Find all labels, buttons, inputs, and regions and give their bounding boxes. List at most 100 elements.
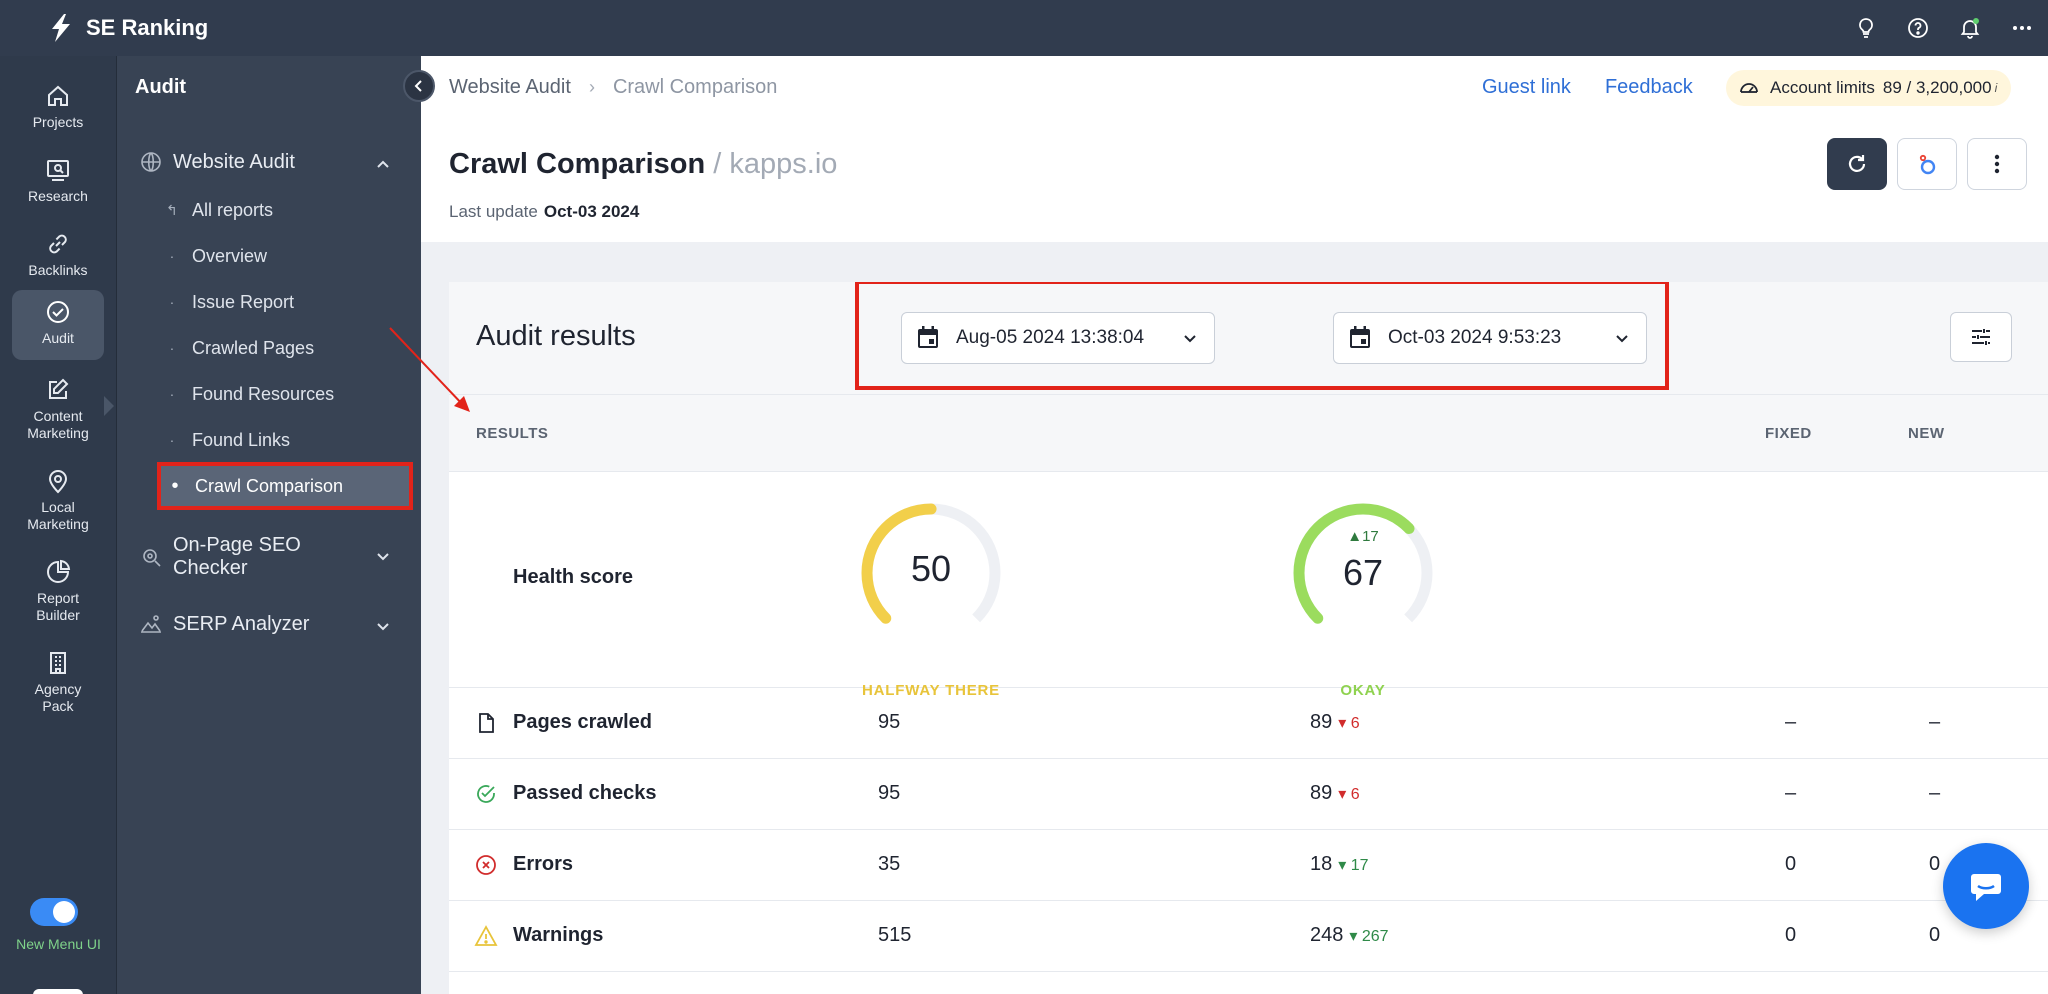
chevron-up-icon[interactable]	[375, 156, 391, 172]
card-header: Audit results Aug-05 2024 13:38:04 Oct-0…	[449, 282, 2048, 394]
bullet: ·	[169, 432, 175, 448]
row-value-right: 89	[1310, 782, 1333, 804]
chevron-down-icon	[1184, 335, 1196, 343]
row-label: Passed checks	[513, 782, 657, 804]
integration-button[interactable]	[1897, 138, 1957, 190]
new-menu-ui-toggle[interactable]	[30, 898, 78, 926]
info-icon: i	[1994, 81, 1998, 95]
help-icon[interactable]	[1892, 0, 1944, 56]
row-fixed: –	[1785, 711, 1797, 733]
bullet: ·	[169, 294, 175, 310]
chevron-left-icon	[414, 80, 422, 92]
guest-link[interactable]: Guest link	[1482, 76, 1571, 98]
subnav-item-crawled-pages[interactable]: · Crawled Pages	[158, 328, 416, 368]
rail-item-projects[interactable]: Projects	[12, 74, 104, 131]
col-new[interactable]: NEW	[1908, 425, 1945, 442]
rail-label: Local Marketing	[27, 499, 89, 532]
app-name: SE Ranking	[86, 15, 209, 40]
file-icon	[479, 713, 494, 733]
table-row-pages-crawled[interactable]: Pages crawled 95 89 ▾ 6 – –	[449, 688, 2048, 759]
row-value-right: 18	[1310, 853, 1333, 875]
rail-item-content-marketing[interactable]: Content Marketing	[12, 368, 104, 442]
rail-label: Backlinks	[28, 262, 88, 278]
chevron-down-icon[interactable]	[375, 548, 391, 564]
rail-item-backlinks[interactable]: Backlinks	[12, 222, 104, 279]
subnav-item-label: Issue Report	[192, 291, 295, 312]
toggle-knob	[53, 901, 75, 923]
rail-item-local-marketing[interactable]: Local Marketing	[12, 459, 104, 533]
filter-settings-button[interactable]	[1950, 312, 2012, 362]
bullet: •	[171, 474, 179, 497]
subnav-item-found-links[interactable]: · Found Links	[158, 420, 416, 460]
row-fixed: 0	[1785, 924, 1797, 946]
feedback-link[interactable]: Feedback	[1604, 76, 1693, 98]
active-pointer	[104, 396, 114, 416]
date-picker-right[interactable]: Oct-03 2024 9:53:23	[1333, 312, 1647, 364]
row-value-left: 95	[878, 782, 901, 804]
subnav-item-crawl-comparison[interactable]: • Crawl Comparison	[157, 462, 413, 510]
gauge-value-right: 67	[1342, 552, 1384, 593]
return-icon: ↰	[166, 201, 178, 218]
notifications-bell-icon[interactable]	[1944, 0, 1996, 56]
lightbulb-icon[interactable]	[1840, 0, 1892, 56]
chevron-down-icon[interactable]	[375, 618, 391, 634]
subnav-section-website-audit[interactable]: Website Audit	[139, 150, 295, 174]
gauge-ring	[1293, 503, 1433, 643]
row-delta: ▾ 6	[1338, 786, 1360, 803]
refresh-button[interactable]	[1827, 138, 1887, 190]
date-right-value: Oct-03 2024 9:53:23	[1388, 327, 1562, 348]
account-limits-badge[interactable]: Account limits 89 / 3,200,000 i	[1726, 70, 2012, 106]
calendar-icon	[1350, 326, 1370, 348]
pie-chart-icon	[47, 559, 71, 583]
row-label: Pages crawled	[513, 711, 652, 733]
row-label: Warnings	[513, 924, 604, 946]
subnav-section-onpage-seo-checker[interactable]: On-Page SEO Checker	[139, 534, 301, 580]
breadcrumb-website-audit[interactable]: Website Audit	[449, 76, 571, 98]
row-value-right-wrap: 89 ▾ 6	[1310, 711, 1360, 734]
subnav-item-all-reports[interactable]: ↰ All reports	[158, 190, 416, 230]
row-fixed: –	[1785, 782, 1797, 804]
page-header: Website Audit › Crawl Comparison Guest l…	[421, 56, 2048, 242]
avatar[interactable]: YK	[33, 989, 83, 994]
row-delta: ▾ 17	[1338, 857, 1369, 874]
sliders-icon	[1972, 329, 1990, 345]
rail-item-audit[interactable]: Audit	[12, 290, 104, 360]
rail-item-agency-pack[interactable]: Agency Pack	[12, 641, 104, 715]
row-new: –	[1929, 711, 1941, 733]
table-row-errors[interactable]: Errors 35 18 ▾ 17 0 0	[449, 830, 2048, 901]
table-row-warnings[interactable]: Warnings 515 248 ▾ 267 0 0	[449, 901, 2048, 972]
date-picker-left[interactable]: Aug-05 2024 13:38:04	[901, 312, 1215, 364]
date-highlight-box	[855, 282, 1669, 390]
rail-label: Research	[28, 188, 88, 204]
rail-item-report-builder[interactable]: Report Builder	[12, 550, 104, 624]
subnav-item-issue-report[interactable]: · Issue Report	[158, 282, 416, 322]
subnav-item-label: Found Links	[192, 429, 291, 450]
main-content: Website Audit › Crawl Comparison Guest l…	[421, 56, 2048, 994]
check-circle-icon	[47, 301, 69, 323]
row-value-right: 89	[1310, 711, 1333, 733]
subnav-item-overview[interactable]: · Overview	[158, 236, 416, 276]
card-title: Audit results	[476, 320, 636, 352]
row-delta: ▾ 267	[1349, 928, 1389, 945]
subnav-item-label: All reports	[192, 199, 274, 220]
chat-launcher-button[interactable]	[1943, 843, 2029, 929]
row-value-right-wrap: 18 ▾ 17	[1310, 853, 1369, 876]
more-horizontal-icon[interactable]	[1996, 0, 2048, 56]
top-bar: SE Ranking	[0, 0, 2048, 56]
rail-label: Report Builder	[36, 590, 80, 623]
row-value-left: 35	[878, 853, 901, 875]
bullet: ·	[169, 340, 175, 356]
table-row-passed-checks[interactable]: Passed checks 95 89 ▾ 6 – –	[449, 759, 2048, 830]
subnav-item-found-resources[interactable]: · Found Resources	[158, 374, 416, 414]
collapse-sidebar-button[interactable]	[403, 70, 435, 102]
rail-item-research[interactable]: Research	[12, 148, 104, 205]
more-options-button[interactable]	[1967, 138, 2027, 190]
gauge-arc-left	[861, 503, 1001, 643]
app-logo[interactable]: SE Ranking	[44, 11, 208, 45]
mountain-chart-icon	[141, 615, 161, 633]
col-fixed[interactable]: FIXED	[1765, 425, 1812, 442]
subnav-section-serp-analyzer[interactable]: SERP Analyzer	[139, 612, 309, 636]
row-value-right-wrap: 89 ▾ 6	[1310, 782, 1360, 805]
last-update: Last update Oct-03 2024	[449, 202, 639, 222]
bullet: ·	[169, 248, 175, 264]
